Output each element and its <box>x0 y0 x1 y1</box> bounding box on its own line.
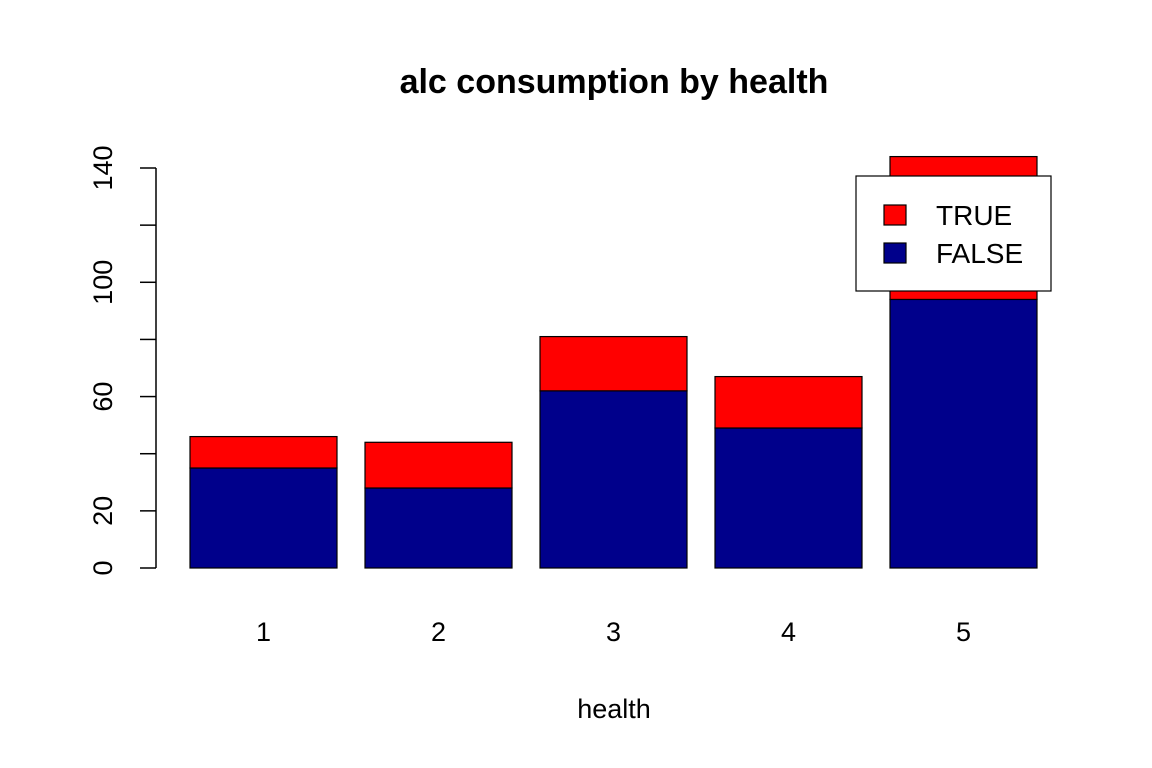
y-tick-label: 60 <box>88 382 118 412</box>
bar-true-1 <box>189 435 338 469</box>
bar-true-3 <box>539 335 688 392</box>
legend-label-true: TRUE <box>936 200 1012 231</box>
bar-true-2 <box>364 441 513 489</box>
y-tick-label: 140 <box>88 145 118 190</box>
legend-box <box>855 175 1052 292</box>
legend: TRUE FALSE <box>855 175 1052 292</box>
legend-swatch-false <box>883 242 907 264</box>
x-axis-title: health <box>577 694 651 724</box>
y-tick-label: 0 <box>88 560 118 575</box>
bar-false-3 <box>539 390 688 569</box>
x-tick-label: 4 <box>781 617 796 647</box>
bar-false-1 <box>189 467 338 569</box>
y-axis: 0 20 60 100 140 <box>88 145 157 576</box>
bar-false-2 <box>364 487 513 569</box>
bar-false-4 <box>714 427 863 569</box>
x-tick-label: 3 <box>606 617 621 647</box>
legend-swatch-true <box>883 204 907 226</box>
y-tick-label: 100 <box>88 260 118 305</box>
bar-false-5 <box>889 298 1038 569</box>
y-tick-label: 20 <box>88 496 118 526</box>
legend-label-false: FALSE <box>936 238 1023 269</box>
x-tick-label: 2 <box>431 617 446 647</box>
x-tick-labels: 1 2 3 4 5 <box>256 617 971 647</box>
bar-true-4 <box>714 375 863 429</box>
chart-title: alc consumption by health <box>400 63 829 101</box>
x-tick-label: 5 <box>956 617 971 647</box>
x-tick-label: 1 <box>256 617 271 647</box>
